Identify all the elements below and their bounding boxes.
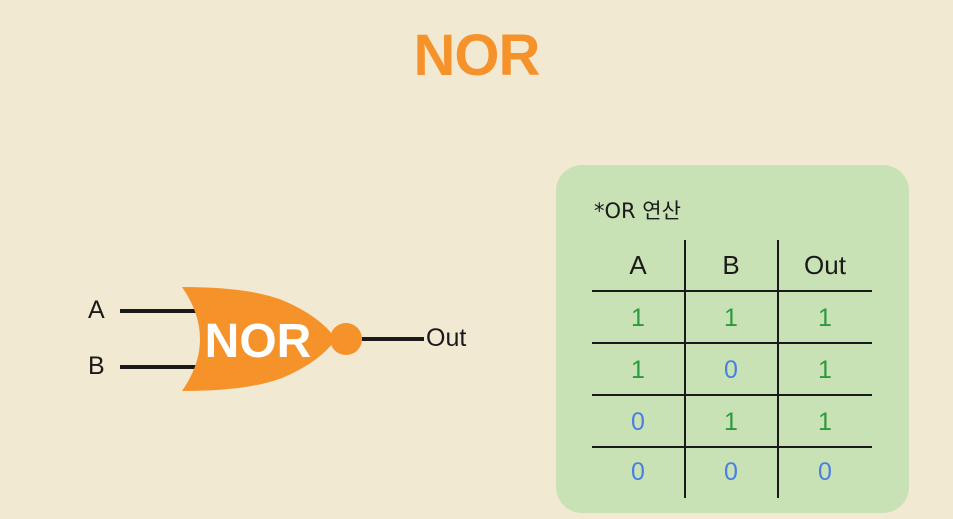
header-a: A xyxy=(629,250,647,280)
cell-r3-b: 1 xyxy=(724,408,738,436)
cell-r1-b: 1 xyxy=(724,304,738,332)
cell-r3-out: 1 xyxy=(818,408,832,436)
output-label: Out xyxy=(426,324,467,352)
cell-r3-a: 0 xyxy=(631,408,645,436)
header-out: Out xyxy=(804,250,846,280)
cell-r4-out: 0 xyxy=(818,458,832,486)
inversion-bubble xyxy=(330,323,362,355)
page-title: NOR xyxy=(413,23,541,88)
truth-table-grid xyxy=(592,240,872,498)
cell-r2-out: 1 xyxy=(818,356,832,384)
input-b-label: B xyxy=(88,352,105,380)
input-a-label: A xyxy=(88,296,105,324)
gate-label: NOR xyxy=(205,315,312,368)
truth-table-note: *OR 연산 xyxy=(594,199,681,223)
cell-r2-a: 1 xyxy=(631,356,645,384)
cell-r1-a: 1 xyxy=(631,304,645,332)
nor-gate-body xyxy=(182,287,336,391)
cell-r4-a: 0 xyxy=(631,458,645,486)
cell-r4-b: 0 xyxy=(724,458,738,486)
truth-table-card: *OR 연산 A B Out 1 1 1 1 0 1 0 1 1 0 0 0 xyxy=(556,165,909,513)
cell-r2-b: 0 xyxy=(724,356,738,384)
header-b: B xyxy=(722,250,740,280)
cell-r1-out: 1 xyxy=(818,304,832,332)
